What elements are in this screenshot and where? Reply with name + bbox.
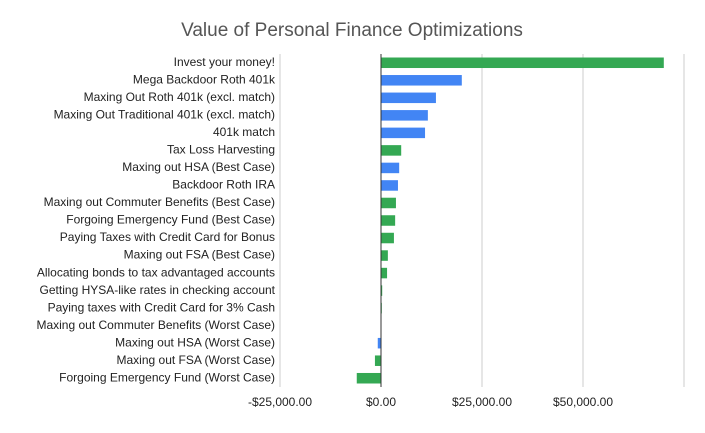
y-tick-label: Maxing out FSA (Best Case) [124, 248, 275, 262]
bar [381, 145, 402, 156]
x-tick-label: $25,000.00 [452, 395, 512, 409]
bar [381, 162, 400, 174]
bar [381, 57, 664, 69]
bar [381, 232, 394, 244]
x-tick-label: $0.00 [366, 395, 396, 409]
y-tick-label: Paying Taxes with Credit Card for Bonus [60, 230, 275, 244]
bar [381, 75, 462, 86]
bar [377, 337, 381, 349]
bar [381, 127, 426, 139]
bar [381, 110, 428, 121]
bar [381, 180, 398, 191]
y-tick-label: Paying taxes with Credit Card for 3% Cas… [48, 300, 275, 314]
y-tick-label: Tax Loss Harvesting [167, 143, 275, 157]
y-tick-label: Maxing out Commuter Benefits (Best Case) [44, 195, 275, 209]
bar [381, 267, 388, 279]
bar [381, 197, 396, 209]
y-tick-label: Backdoor Roth IRA [172, 178, 275, 192]
y-tick-label: Maxing out HSA (Worst Case) [115, 335, 275, 349]
y-tick-label: 401k match [213, 125, 275, 139]
bar [381, 285, 383, 296]
y-tick-label: Forgoing Emergency Fund (Best Case) [66, 213, 275, 227]
y-tick-label: Forgoing Emergency Fund (Worst Case) [59, 370, 275, 384]
bar [356, 372, 381, 384]
y-tick-label: Getting HYSA-like rates in checking acco… [40, 283, 276, 297]
chart-title: Value of Personal Finance Optimizations [181, 20, 523, 41]
y-tick-label: Mega Backdoor Roth 401k [133, 72, 276, 86]
bar [374, 355, 381, 366]
x-tick-label: -$25,000.00 [248, 395, 312, 409]
y-tick-label: Maxing out Commuter Benefits (Worst Case… [36, 318, 275, 332]
y-tick-label: Maxing out HSA (Best Case) [122, 160, 275, 174]
y-tick-label: Maxing Out Traditional 401k (excl. match… [54, 108, 275, 122]
y-tick-label: Maxing out FSA (Worst Case) [117, 353, 276, 367]
bar [381, 215, 396, 226]
y-tick-label: Invest your money! [174, 55, 275, 69]
y-tick-label: Maxing Out Roth 401k (excl. match) [84, 90, 275, 104]
y-tick-label: Allocating bonds to tax advantaged accou… [37, 265, 275, 279]
bar [381, 92, 436, 104]
x-tick-label: $50,000.00 [553, 395, 613, 409]
bar [381, 250, 388, 261]
